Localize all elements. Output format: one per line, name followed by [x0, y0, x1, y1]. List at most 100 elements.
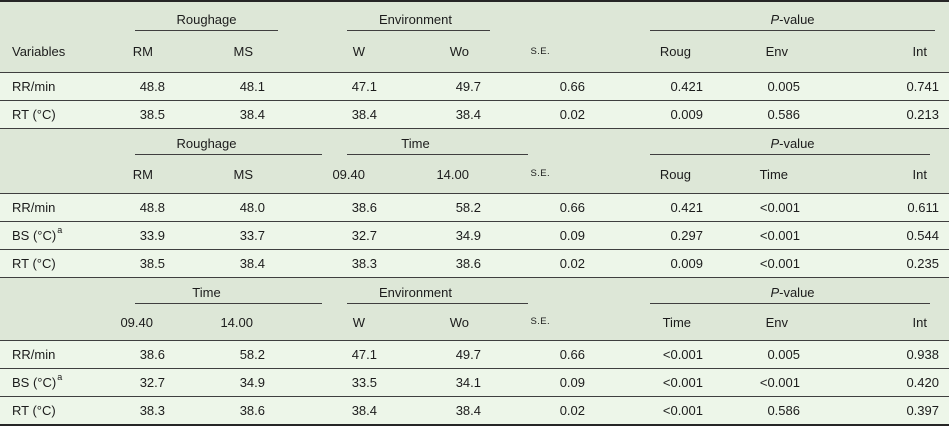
cell: 0.586	[767, 107, 800, 122]
subheader-int: Int	[912, 314, 927, 330]
group-underline	[135, 30, 278, 31]
cell: 38.5	[139, 107, 165, 122]
subheader-ms: MS	[233, 44, 254, 59]
row-label: RR/min	[0, 341, 115, 368]
panel-roughage-environment: Roughage Environment P-value Variables R…	[0, 2, 949, 128]
cell: 38.4	[455, 403, 481, 418]
cell: 0.421	[670, 200, 703, 215]
row-label-text: RR/min	[12, 200, 56, 215]
cell: 0.66	[559, 200, 585, 215]
table-row: BS (°C) a 32.7 34.9 33.5 34.1 0.09 <0.001…	[0, 368, 949, 396]
row-label-text: RT (°C)	[12, 256, 56, 271]
table-row: RR/min 48.8 48.0 38.6 58.2 0.66 0.421 <0…	[0, 193, 949, 221]
row-label: RT (°C)	[0, 250, 115, 277]
cell: <0.001	[662, 375, 703, 390]
cell: 38.6	[139, 347, 165, 362]
cell: 38.4	[351, 403, 377, 418]
cell: 38.5	[139, 256, 165, 271]
subheader-env: Env	[765, 44, 788, 59]
subheader-ms: MS	[233, 166, 254, 182]
group-underline	[135, 154, 322, 155]
cell: 38.6	[239, 403, 265, 418]
cell: 0.09	[559, 375, 585, 390]
cell: 0.938	[906, 347, 939, 362]
cell: <0.001	[662, 403, 703, 418]
cell: 0.297	[670, 228, 703, 243]
cell: <0.001	[759, 200, 800, 215]
cell: <0.001	[759, 228, 800, 243]
cell: 0.421	[670, 79, 703, 94]
group-header-row: Time Environment P-value	[0, 277, 949, 304]
cell: <0.001	[759, 256, 800, 271]
group-label-time: Time	[135, 286, 278, 299]
group-label-text: Time	[192, 285, 221, 300]
cell: 0.213	[906, 107, 939, 122]
cell: 32.7	[351, 228, 377, 243]
cell: 0.09	[559, 228, 585, 243]
row-label-text: RR/min	[12, 79, 56, 94]
row-label-sup: a	[57, 225, 63, 235]
cell: 33.9	[139, 228, 165, 243]
group-label-text: -value	[779, 136, 815, 151]
group-label-text: -value	[779, 285, 815, 300]
cell: 34.1	[455, 375, 481, 390]
row-label-text: BS (°C)	[12, 375, 57, 390]
subheader-time: Time	[759, 166, 788, 182]
cell: 0.005	[767, 79, 800, 94]
subheader-0940: 09.40	[332, 166, 365, 182]
table-row: RR/min 48.8 48.1 47.1 49.7 0.66 0.421 0.…	[0, 72, 949, 100]
table-row: RR/min 38.6 58.2 47.1 49.7 0.66 <0.001 0…	[0, 340, 949, 368]
cell: 0.235	[906, 256, 939, 271]
cell: 38.4	[239, 107, 265, 122]
subheader-row: 09.40 14.00 W Wo S.E. Time Env Int	[0, 304, 949, 340]
cell: 0.02	[559, 256, 585, 271]
cell: 38.4	[239, 256, 265, 271]
group-label-pvalue: P-value	[650, 286, 935, 299]
cell: 0.420	[906, 375, 939, 390]
subheader-int: Int	[912, 44, 927, 59]
group-label-text: Roughage	[176, 12, 237, 27]
subheader-1400: 14.00	[436, 166, 469, 182]
cell: 47.1	[351, 79, 377, 94]
cell: 0.009	[670, 256, 703, 271]
row-label-sup: a	[57, 372, 63, 382]
group-label-em: P	[770, 136, 780, 151]
group-label-pvalue: P-value	[650, 13, 935, 26]
panel-roughage-time: Roughage Time P-value RM MS 09.40 14.00 …	[0, 128, 949, 277]
group-label-pvalue: P-value	[650, 137, 935, 150]
cell: 0.66	[559, 347, 585, 362]
cell: 0.586	[767, 403, 800, 418]
subheader-row: Variables RM MS W Wo S.E. Roug Env Int	[0, 31, 949, 72]
group-label-em: P	[770, 12, 780, 27]
group-header-row: Roughage Environment P-value	[0, 2, 949, 31]
group-label-environment: Environment	[347, 13, 484, 26]
cell: <0.001	[662, 347, 703, 362]
cell: 0.66	[559, 79, 585, 94]
cell: 0.009	[670, 107, 703, 122]
cell: 58.2	[239, 347, 265, 362]
group-underline	[650, 154, 930, 155]
group-label-time: Time	[347, 137, 484, 150]
subheader-se: S.E.	[530, 168, 550, 180]
subheader-1400: 14.00	[220, 314, 253, 330]
subheader-rm: RM	[132, 166, 153, 182]
cell: 48.0	[239, 200, 265, 215]
subheader-se: S.E.	[530, 316, 550, 328]
cell: 49.7	[455, 347, 481, 362]
group-label-em: P	[770, 285, 780, 300]
table-row: RT (°C) 38.5 38.4 38.4 38.4 0.02 0.009 0…	[0, 100, 949, 128]
cell: 0.741	[906, 79, 939, 94]
cell: 33.7	[239, 228, 265, 243]
cell: 33.5	[351, 375, 377, 390]
group-label-text: Time	[401, 136, 430, 151]
cell: 58.2	[455, 200, 481, 215]
variables-header: Variables	[12, 44, 66, 59]
variables-header-empty	[0, 155, 115, 193]
subheader-w: W	[352, 44, 365, 59]
table-row: RT (°C) 38.3 38.6 38.4 38.4 0.02 <0.001 …	[0, 396, 949, 424]
subheader-roug: Roug	[659, 166, 691, 182]
group-underline	[135, 303, 322, 304]
row-label: BS (°C) a	[0, 222, 115, 249]
row-label-text: RT (°C)	[12, 403, 56, 418]
